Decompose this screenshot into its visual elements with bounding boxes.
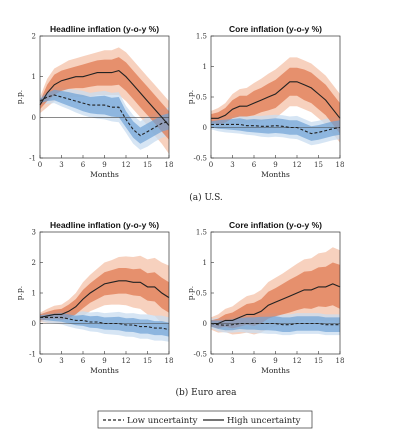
high-uncertainty-line xyxy=(211,283,341,325)
chart-title: Headline inflation (y-o-y %) xyxy=(50,24,159,34)
x-tick-label: 3 xyxy=(230,161,234,169)
x-tick-label: 18 xyxy=(336,357,345,365)
legend-high-label: High uncertainty xyxy=(227,416,301,426)
chart-title: Core inflation (y-o-y %) xyxy=(229,220,322,230)
y-axis-label: p.p. xyxy=(15,286,24,300)
y-axis-label: p.p. xyxy=(186,90,195,104)
y-tick-label: 1.5 xyxy=(196,229,207,237)
low-uncertainty-line xyxy=(40,316,170,331)
y-tick-label: 1 xyxy=(32,290,36,298)
low-uncertainty-line xyxy=(39,94,170,137)
x-tick-label: 0 xyxy=(38,161,42,169)
high-uncertainty-line xyxy=(39,280,170,318)
y-tick-label: 0 xyxy=(203,320,207,328)
x-tick-label: 3 xyxy=(230,357,234,365)
high-uncertainty-band-68 xyxy=(211,262,340,329)
low-uncertainty-band-68 xyxy=(211,316,340,332)
y-axis-label: p.p. xyxy=(186,286,195,300)
x-tick-label: 6 xyxy=(81,357,86,365)
y-tick-label: 1 xyxy=(32,73,36,81)
caption-euro-area: (b) Euro area xyxy=(176,387,238,398)
y-tick-label: 0 xyxy=(32,114,36,122)
x-tick-label: 3 xyxy=(59,161,63,169)
x-tick-label: 6 xyxy=(252,161,257,169)
y-tick-label: 0 xyxy=(203,124,207,132)
y-tick-label: -0.5 xyxy=(194,155,208,163)
x-tick-label: 9 xyxy=(273,161,277,169)
x-tick-label: 0 xyxy=(209,357,213,365)
low-uncertainty-band-68 xyxy=(40,89,169,144)
x-tick-label: 9 xyxy=(102,357,106,365)
low-uncertainty-line xyxy=(211,123,341,135)
y-tick-label: 2 xyxy=(32,259,36,267)
x-tick-label: 6 xyxy=(252,357,257,365)
low-uncertainty-band-68 xyxy=(211,118,340,141)
x-axis-label: Months xyxy=(90,366,119,375)
x-tick-label: 15 xyxy=(314,357,323,365)
x-tick-label: 0 xyxy=(38,357,42,365)
x-tick-label: 15 xyxy=(314,161,323,169)
x-tick-label: 15 xyxy=(143,161,152,169)
y-tick-label: 1 xyxy=(203,259,207,267)
chart-title: Headline inflation (y-o-y %) xyxy=(50,220,159,230)
x-tick-label: 18 xyxy=(336,161,345,169)
low-uncertainty-line xyxy=(210,322,340,326)
high-uncertainty-line xyxy=(39,69,170,126)
low-uncertainty-band-68 xyxy=(40,313,169,337)
y-tick-label: 1.5 xyxy=(196,33,207,41)
high-uncertainty-band-68 xyxy=(40,268,169,321)
x-tick-label: 12 xyxy=(122,161,131,169)
chart-title: Core inflation (y-o-y %) xyxy=(229,24,322,34)
x-axis-label: Months xyxy=(261,366,290,375)
x-tick-label: 6 xyxy=(81,161,86,169)
high-uncertainty-band-68 xyxy=(211,67,340,134)
y-tick-label: 2 xyxy=(32,33,36,41)
y-tick-label: 0.5 xyxy=(196,94,207,102)
x-tick-label: 0 xyxy=(209,161,213,169)
x-tick-label: 9 xyxy=(273,357,277,365)
y-tick-label: 1 xyxy=(203,63,207,71)
legend: Low uncertainty High uncertainty xyxy=(97,410,313,429)
x-tick-label: 3 xyxy=(59,357,63,365)
x-axis-label: Months xyxy=(90,170,119,179)
x-tick-label: 18 xyxy=(165,357,174,365)
legend-low-label: Low uncertainty xyxy=(127,416,198,426)
y-tick-label: 0.5 xyxy=(196,290,207,298)
x-tick-label: 12 xyxy=(122,357,131,365)
x-tick-label: 15 xyxy=(143,357,152,365)
x-tick-label: 18 xyxy=(165,161,174,169)
y-tick-label: 0 xyxy=(32,320,36,328)
y-tick-label: -1 xyxy=(29,351,36,359)
y-tick-label: -0.5 xyxy=(194,351,208,359)
x-axis-label: Months xyxy=(261,170,290,179)
x-tick-label: 9 xyxy=(102,161,106,169)
x-tick-label: 12 xyxy=(293,357,302,365)
y-axis-label: p.p. xyxy=(15,90,24,104)
caption-us: (a) U.S. xyxy=(189,192,223,203)
x-tick-label: 12 xyxy=(293,161,302,169)
y-tick-label: 3 xyxy=(32,229,36,237)
high-uncertainty-line xyxy=(211,81,341,119)
y-tick-label: -1 xyxy=(29,155,36,163)
